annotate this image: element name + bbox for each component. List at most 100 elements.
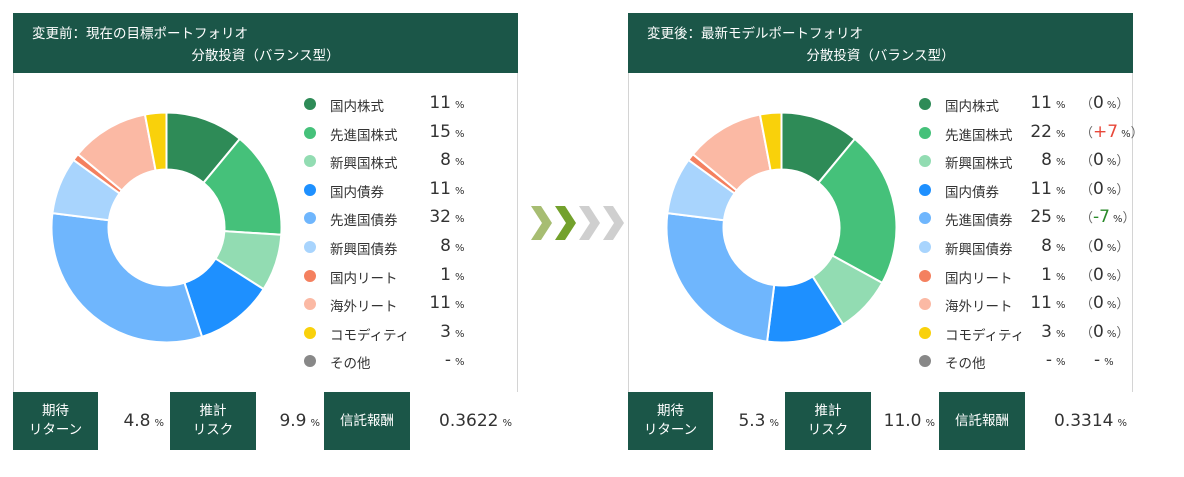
legend-value: 15 <box>429 121 451 142</box>
legend-color-dot <box>304 126 316 139</box>
legend-color-dot <box>919 98 931 110</box>
legend-unit: % <box>455 300 465 312</box>
legend-label: 国内株式 <box>945 99 999 115</box>
legend-unit: % <box>455 357 465 369</box>
legend-unit: % <box>1056 185 1066 197</box>
legend-value: 1 <box>440 264 451 285</box>
legend-label: コモディティ <box>945 327 1025 344</box>
legend-color-dot <box>919 241 931 253</box>
legend-item: 新興国債券 8% （0%） <box>629 236 1134 258</box>
legend-item: 新興国債券 8% <box>14 236 519 258</box>
legend-change: （0%） <box>1080 236 1130 256</box>
donut-slice-segment-8 <box>758 111 783 172</box>
legend-item: 海外リート 11% （0%） <box>629 293 1134 316</box>
legend-value: 1 <box>1041 264 1052 285</box>
panel-title: 変更後：最新モデルポートフォリオ <box>647 26 863 42</box>
legend-label: その他 <box>945 356 986 373</box>
donut-slice-segment-1 <box>817 137 898 285</box>
legend-color-dot <box>304 355 316 368</box>
legend-color-dot <box>304 298 316 311</box>
legend-change: （-7%） <box>1080 207 1136 228</box>
estimated-risk-value: 11.0% <box>871 392 939 450</box>
legend-unit: % <box>1056 128 1066 140</box>
trust-fee-label: 信託報酬 <box>939 392 1025 450</box>
legend-value: 8 <box>1041 150 1052 171</box>
legend-item: 国内債券 11% <box>14 178 519 201</box>
legend-unit: % <box>455 100 465 111</box>
legend-value: 11 <box>429 178 451 199</box>
legend-value: 11 <box>1030 293 1052 314</box>
panel-subtitle: 分散投資（バランス型） <box>191 48 340 64</box>
legend-label: 国内リート <box>330 270 398 287</box>
legend-label: 国内株式 <box>330 99 384 115</box>
legend-value: 11 <box>1030 93 1052 113</box>
legend-color-dot <box>919 155 931 168</box>
legend-item: 先進国株式 15% <box>14 121 519 144</box>
estimated-risk-value: 9.9% <box>256 392 324 450</box>
legend-label: 国内債券 <box>330 184 384 201</box>
legend-color-dot <box>919 212 931 225</box>
legend-label: 先進国債券 <box>330 213 398 230</box>
legend-value: 8 <box>440 150 451 171</box>
legend-unit: % <box>455 214 465 226</box>
donut-slice-segment-8 <box>143 111 168 172</box>
arrow-icon <box>555 206 576 240</box>
expected-return-label: 期待 リターン <box>13 392 98 450</box>
legend-item: 新興国株式 8% （0%） <box>629 150 1134 172</box>
legend-value: 11 <box>429 93 451 113</box>
legend-label: 先進国株式 <box>330 127 398 144</box>
expected-return-value: 5.3% <box>713 392 785 450</box>
legend-label: コモディティ <box>330 327 410 344</box>
legend-value: - <box>444 350 451 371</box>
legend-value: 8 <box>440 236 451 256</box>
legend-change: -% <box>1094 350 1114 371</box>
legend-unit: % <box>1056 214 1066 226</box>
legend-item: コモディティ 3% （0%） <box>629 321 1134 344</box>
legend-unit: % <box>1056 100 1066 111</box>
legend-color-dot <box>919 355 931 368</box>
arrow-icon <box>579 206 600 240</box>
legend-value: 3 <box>440 321 451 342</box>
legend-item: 新興国株式 8% <box>14 150 519 172</box>
legend-color-dot <box>304 212 316 225</box>
legend-value: 25 <box>1030 207 1052 228</box>
panel-title: 変更前：現在の目標ポートフォリオ <box>32 26 248 42</box>
legend-value: 22 <box>1030 121 1052 142</box>
legend-value: 3 <box>1041 321 1052 342</box>
allocation-donut-chart <box>665 111 898 344</box>
legend-color-dot <box>304 269 316 282</box>
donut-slice-segment-4 <box>50 211 204 344</box>
legend-color-dot <box>304 183 316 196</box>
legend-label: 先進国債券 <box>945 213 1013 230</box>
legend-unit: % <box>1056 243 1066 254</box>
legend-label: 国内リート <box>945 270 1013 287</box>
arrow-icon <box>603 206 624 240</box>
donut-slice-segment-4 <box>665 211 776 343</box>
legend-color-dot <box>919 183 931 196</box>
legend-item: その他 -% <box>14 350 519 373</box>
legend-item: 海外リート 11% <box>14 293 519 316</box>
metrics-bar: 期待 リターン 5.3% 推計 リスク 11.0% 信託報酬 0.3314% <box>628 392 1133 450</box>
legend-change: （+7%） <box>1080 121 1144 142</box>
panel-header: 変更後：最新モデルポートフォリオ 分散投資（バランス型） <box>628 13 1133 73</box>
legend-unit: % <box>1056 300 1066 312</box>
legend-item: 先進国債券 25% （-7%） <box>629 207 1136 230</box>
transition-arrows <box>531 206 624 240</box>
legend-change: （0%） <box>1080 264 1130 285</box>
legend-unit: % <box>1056 271 1066 283</box>
legend-unit: % <box>455 128 465 140</box>
legend-item: 国内リート 1% <box>14 264 519 287</box>
legend-item: 国内株式 11% <box>14 93 519 115</box>
expected-return-label: 期待 リターン <box>628 392 713 450</box>
legend-label: 海外リート <box>945 299 1013 316</box>
legend-label: その他 <box>330 356 371 373</box>
legend-item: 先進国債券 32% <box>14 207 519 230</box>
legend-label: 海外リート <box>330 299 398 316</box>
panel-subtitle: 分散投資（バランス型） <box>806 48 955 64</box>
legend-color-dot <box>919 326 931 339</box>
arrow-icon <box>531 206 552 240</box>
trust-fee-value: 0.3314% <box>1025 392 1133 450</box>
legend-label: 先進国株式 <box>945 127 1013 144</box>
legend-label: 国内債券 <box>945 184 999 201</box>
legend-unit: % <box>455 185 465 197</box>
